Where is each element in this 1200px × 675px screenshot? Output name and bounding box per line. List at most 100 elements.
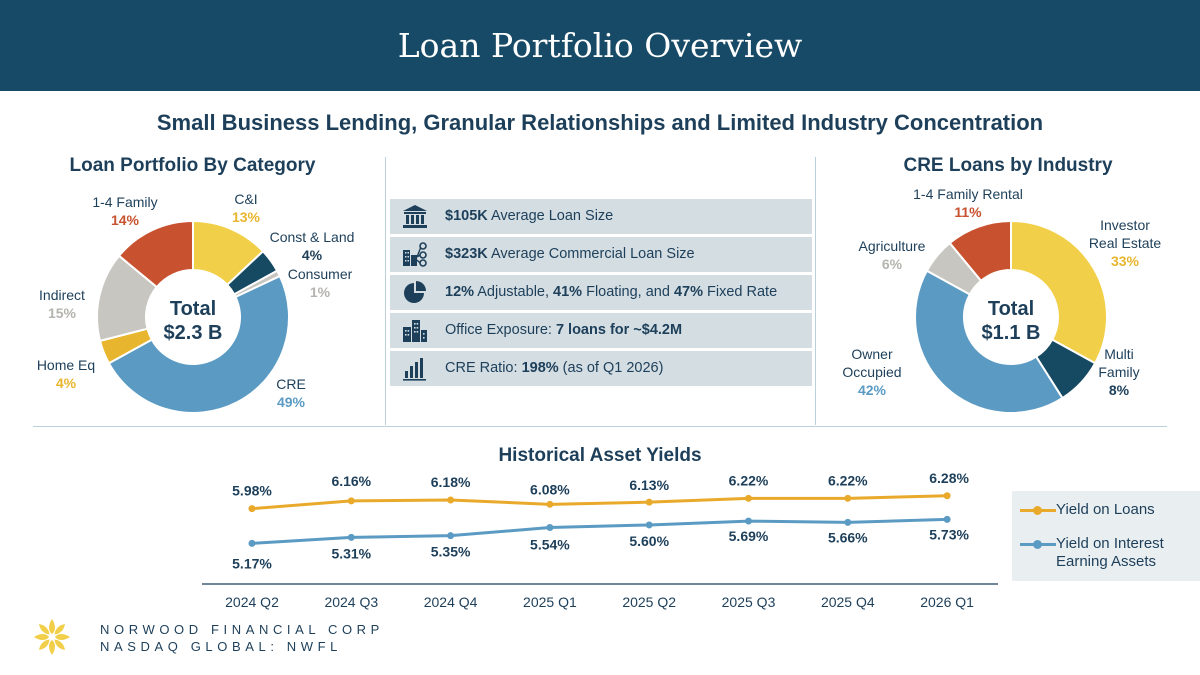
historical-yields-line-chart: 2024 Q2 2024 Q3 2024 Q4 2025 Q1 2025 Q2 2025 … — [202, 470, 998, 610]
legend-dot-loans — [1033, 506, 1042, 515]
slice-label: Family — [1098, 364, 1139, 380]
slice-label: Consumer — [288, 266, 353, 282]
data-point — [546, 500, 554, 508]
donut-slice-cre — [107, 274, 290, 414]
x-tick-label: 2025 Q2 — [622, 594, 676, 610]
data-label: 5.69% — [729, 528, 769, 544]
data-label: 6.13% — [629, 477, 669, 493]
slice-percent-label: 4% — [302, 247, 323, 263]
network-buildings-icon — [403, 242, 427, 267]
data-label: 5.31% — [331, 545, 371, 561]
data-point — [248, 505, 256, 513]
data-point — [546, 524, 554, 532]
donut-center-label: Total — [170, 298, 216, 320]
slice-percent-label: 15% — [48, 305, 77, 321]
data-point — [347, 497, 355, 505]
slice-label: Indirect — [39, 287, 85, 303]
slice-percent-label: 14% — [111, 212, 140, 228]
data-label: 5.60% — [629, 533, 669, 549]
data-point — [447, 496, 455, 504]
data-label: 5.35% — [431, 544, 471, 560]
data-label: 6.18% — [431, 474, 471, 490]
donut-center-value: $2.3 B — [164, 322, 223, 344]
slice-label: Agriculture — [859, 238, 926, 254]
data-label: 6.22% — [828, 472, 868, 488]
slice-percent-label: 6% — [882, 256, 903, 272]
data-label: 6.08% — [530, 481, 570, 497]
data-point — [645, 498, 653, 506]
slice-percent-label: 13% — [232, 209, 261, 225]
header-bar: Loan Portfolio Overview — [0, 0, 1200, 91]
x-tick-label: 2025 Q4 — [821, 594, 875, 610]
page-title: Loan Portfolio Overview — [397, 26, 803, 65]
slice-percent-label: 8% — [1109, 382, 1130, 398]
data-label: 5.54% — [530, 537, 570, 553]
slice-percent-label: 49% — [277, 394, 306, 410]
data-point — [347, 533, 355, 541]
legend-label-assets: Yield on Interest Earning Assets — [1056, 535, 1164, 570]
x-tick-label: 2025 Q1 — [523, 594, 577, 610]
x-tick-label: 2024 Q4 — [424, 594, 478, 610]
x-tick-label: 2026 Q1 — [920, 594, 974, 610]
slice-label: Const & Land — [270, 229, 355, 245]
slice-percent-label: 11% — [954, 204, 982, 220]
line-chart-legend: Yield on Loans Yield on Interest Earning… — [1012, 491, 1200, 581]
bar-chart-icon — [403, 358, 426, 381]
data-point — [943, 492, 951, 500]
donut-center-label: Total — [988, 298, 1034, 320]
data-point — [745, 494, 752, 502]
slice-label: Home Eq — [37, 357, 95, 373]
x-tick-label: 2024 Q2 — [225, 594, 279, 610]
donut-center-value: $1.1 B — [982, 322, 1041, 344]
data-point — [447, 532, 455, 540]
divider-right — [815, 157, 816, 425]
data-point — [745, 517, 752, 525]
data-label: 6.22% — [729, 472, 769, 488]
donut-slice-investor-real-estate — [1010, 219, 1108, 365]
loan-portfolio-donut-chart: Total$2.3 B C&I 13% Const & Land 4% Consumer 1… — [37, 191, 355, 414]
slice-label: Investor — [1100, 217, 1150, 233]
legend-dot-assets — [1033, 540, 1042, 549]
slice-label: Multi — [1104, 346, 1134, 362]
data-label: 6.28% — [929, 470, 969, 486]
data-point — [844, 518, 852, 526]
office-buildings-icon — [403, 320, 427, 342]
stat-average-loan-size: $105K Average Loan Size — [390, 199, 812, 234]
stat-rate-mix: 12% Adjustable, 41% Floating, and 47% Fi… — [390, 275, 812, 310]
pie-chart-icon — [404, 281, 426, 303]
data-point — [844, 494, 852, 502]
company-name: NORWOOD FINANCIAL CORP — [100, 622, 384, 637]
x-tick-label: 2025 Q3 — [722, 594, 776, 610]
slice-label: 1-4 Family — [92, 194, 157, 210]
stat-office-exposure: Office Exposure: 7 loans for ~$4.2M — [390, 313, 812, 348]
slice-label: 1-4 Family Rental — [913, 186, 1023, 202]
slice-percent-label: 4% — [56, 375, 77, 391]
slice-label: C&I — [234, 191, 257, 207]
flower-logo-icon — [34, 619, 70, 655]
slice-percent-label: 33% — [1111, 253, 1140, 269]
slice-label: Occupied — [842, 364, 901, 380]
donut-slice-1-4-family — [117, 219, 194, 289]
page-subtitle: Small Business Lending, Granular Relatio… — [156, 110, 1044, 135]
slice-label: Owner — [851, 346, 893, 362]
donut-slice-1-4-family-rental — [948, 219, 1012, 283]
data-point — [645, 521, 653, 529]
slice-percent-label: 1% — [310, 284, 331, 300]
data-label: 5.73% — [929, 526, 969, 542]
divider-left — [385, 157, 386, 425]
data-label: 5.66% — [828, 529, 868, 545]
x-tick-label: 2024 Q3 — [324, 594, 378, 610]
cre-loans-donut-chart: Total$1.1 B Investor Real Estate 33% Multi Fa… — [842, 186, 1162, 414]
slice-percent-label: 42% — [858, 382, 887, 398]
stat-average-commercial-loan-size: $323K Average Commercial Loan Size — [390, 237, 812, 272]
exchange-listing: NASDAQ GLOBAL: NWFL — [100, 639, 342, 654]
data-label: 5.98% — [232, 483, 272, 499]
stat-cre-ratio: CRE Ratio: 198% (as of Q1 2026) — [390, 351, 812, 386]
divider-horizontal — [33, 426, 1167, 427]
slice-label: Real Estate — [1089, 235, 1162, 251]
historical-yields-title: Historical Asset Yields — [498, 445, 702, 466]
series-line-0 — [251, 494, 948, 511]
slice-label: CRE — [276, 376, 306, 392]
data-point — [248, 539, 256, 547]
data-label: 5.17% — [232, 555, 272, 571]
